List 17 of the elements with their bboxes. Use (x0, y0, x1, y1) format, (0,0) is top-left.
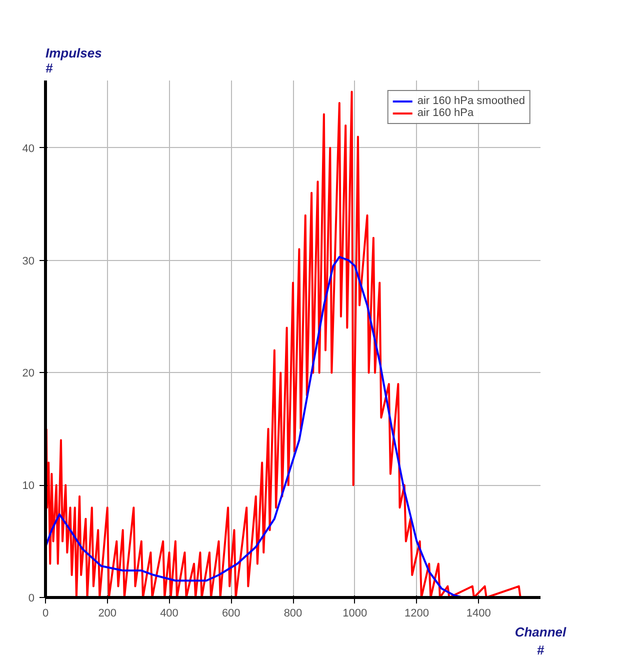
x-tick-label: 200 (98, 608, 117, 620)
x-tick-label: 0 (42, 608, 49, 620)
y-tick-label: 20 (22, 368, 35, 380)
legend-label: air 160 hPa (417, 107, 474, 119)
y-tick-label: 0 (28, 592, 35, 604)
legend-label: air 160 hPa smoothed (417, 95, 525, 107)
y-tick-label: 40 (22, 142, 35, 155)
x-tick-label: 1200 (404, 608, 429, 620)
y-axis-title: Impulses # (46, 46, 102, 76)
y-tick-label: 10 (22, 480, 35, 492)
x-tick-label: 1400 (466, 608, 491, 620)
y-tick-label: 30 (22, 255, 35, 268)
x-tick-label: 800 (284, 608, 302, 620)
x-tick-label: 600 (222, 608, 240, 620)
x-axis-title: Channel # (514, 624, 567, 658)
x-tick-label: 400 (160, 608, 178, 620)
x-tick-label: 1000 (342, 608, 368, 620)
